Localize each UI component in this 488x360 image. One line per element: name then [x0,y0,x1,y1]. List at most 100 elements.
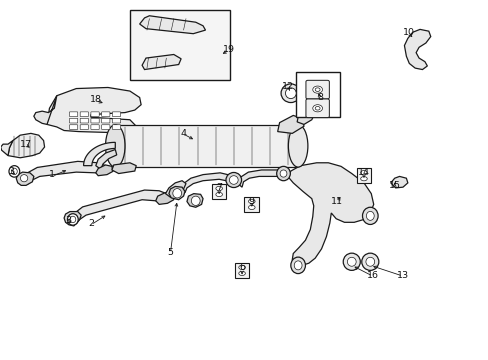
Text: 13: 13 [396,270,408,279]
Ellipse shape [343,253,360,270]
FancyBboxPatch shape [91,118,99,123]
Polygon shape [297,105,315,125]
Ellipse shape [312,86,322,93]
Polygon shape [112,163,136,174]
Text: 18: 18 [90,95,102,104]
Polygon shape [34,96,57,125]
Text: 19: 19 [223,45,234,54]
Ellipse shape [248,205,255,210]
FancyBboxPatch shape [102,118,110,123]
FancyBboxPatch shape [244,197,259,212]
Ellipse shape [361,253,378,270]
Polygon shape [186,194,203,207]
Ellipse shape [20,175,28,182]
Text: 1: 1 [49,170,55,179]
Polygon shape [390,176,407,188]
Polygon shape [96,149,117,169]
Text: 11: 11 [330,197,343,206]
Ellipse shape [312,105,322,112]
FancyBboxPatch shape [305,80,329,99]
Ellipse shape [238,271,245,275]
Text: 17: 17 [20,140,32,149]
Polygon shape [64,212,81,226]
Ellipse shape [276,166,290,181]
Polygon shape [156,193,173,204]
Ellipse shape [365,257,374,266]
Bar [295,72,339,117]
Polygon shape [288,163,373,265]
Ellipse shape [280,170,286,177]
Text: 2: 2 [88,219,94,228]
Polygon shape [16,172,34,185]
FancyBboxPatch shape [102,125,110,130]
Bar [130,10,229,80]
FancyBboxPatch shape [211,184,226,199]
Polygon shape [165,181,185,197]
Ellipse shape [281,84,300,103]
Ellipse shape [290,257,305,274]
Polygon shape [47,87,141,133]
Polygon shape [24,161,105,184]
FancyBboxPatch shape [80,125,88,130]
FancyBboxPatch shape [80,118,88,123]
Text: 3: 3 [8,167,15,176]
Text: 7: 7 [216,183,222,192]
Polygon shape [404,30,430,69]
FancyBboxPatch shape [80,112,88,117]
FancyBboxPatch shape [112,118,121,123]
Ellipse shape [346,257,355,266]
Text: 14: 14 [357,168,369,177]
Text: 16: 16 [366,270,378,279]
Polygon shape [238,170,283,187]
Polygon shape [142,54,181,69]
Ellipse shape [105,125,125,167]
Ellipse shape [248,199,255,203]
Text: 9: 9 [248,197,254,206]
FancyBboxPatch shape [234,263,249,278]
FancyBboxPatch shape [112,112,121,117]
FancyBboxPatch shape [102,112,110,117]
Ellipse shape [366,211,373,220]
FancyBboxPatch shape [356,168,370,183]
Polygon shape [168,186,184,200]
Ellipse shape [294,261,302,270]
Polygon shape [182,173,232,193]
Polygon shape [8,134,44,158]
Ellipse shape [360,177,366,181]
FancyBboxPatch shape [69,112,78,117]
Ellipse shape [285,88,296,99]
FancyBboxPatch shape [69,125,78,130]
Ellipse shape [288,125,307,167]
Polygon shape [0,140,13,156]
Ellipse shape [229,176,238,184]
FancyBboxPatch shape [69,118,78,123]
Polygon shape [73,190,166,224]
Ellipse shape [191,196,200,206]
Ellipse shape [67,214,78,225]
FancyBboxPatch shape [91,125,99,130]
Ellipse shape [315,107,320,110]
FancyBboxPatch shape [112,125,121,130]
Ellipse shape [69,215,76,222]
Polygon shape [96,165,113,176]
Text: 3: 3 [65,216,71,225]
Ellipse shape [11,168,17,175]
Text: 10: 10 [403,28,414,37]
Polygon shape [140,16,205,34]
Ellipse shape [360,171,366,175]
Ellipse shape [362,207,377,225]
Text: 15: 15 [388,181,400,190]
Bar [115,125,298,167]
FancyBboxPatch shape [305,99,329,118]
Ellipse shape [225,172,241,188]
Text: 4: 4 [180,129,186,138]
Ellipse shape [215,186,222,190]
Polygon shape [277,116,304,134]
Ellipse shape [238,265,245,270]
Text: 6: 6 [239,264,244,273]
Ellipse shape [70,216,76,223]
FancyBboxPatch shape [91,112,99,117]
Ellipse shape [172,189,181,198]
Ellipse shape [215,192,222,197]
Text: 12: 12 [282,82,294,91]
